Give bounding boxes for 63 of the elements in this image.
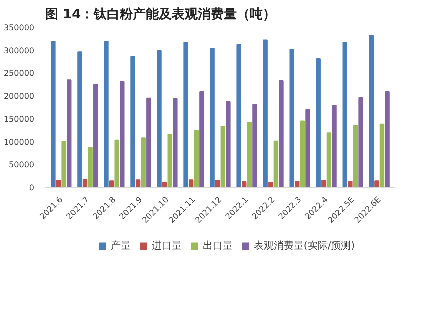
bar [109, 180, 114, 188]
bar [358, 97, 364, 188]
y-tick-label: 150000 [4, 114, 35, 124]
bar [385, 91, 390, 188]
bar [188, 180, 194, 188]
bar [322, 180, 326, 188]
bar [236, 44, 242, 188]
bar [316, 58, 321, 188]
bar [220, 126, 226, 188]
bar [295, 181, 300, 188]
bar [210, 48, 215, 188]
chart-title: 图 14：钛白粉产能及表观消费量（吨） [46, 6, 276, 22]
bar [114, 140, 120, 188]
bar [88, 147, 93, 188]
y-tick-label: 0 [29, 184, 35, 192]
bar [263, 40, 268, 188]
bar [326, 132, 332, 188]
bar [173, 98, 178, 188]
bar [348, 181, 353, 188]
bar [104, 41, 109, 188]
bar [120, 81, 125, 188]
bar [300, 120, 306, 188]
y-tick-label: 300000 [4, 46, 35, 56]
y-tick-label: 350000 [4, 24, 35, 32]
y-tick-label: 250000 [4, 69, 35, 78]
bar [157, 50, 162, 188]
bar [380, 124, 385, 188]
bar [94, 84, 98, 188]
bar [226, 102, 231, 188]
y-tick-label: 100000 [4, 138, 35, 147]
bar [242, 182, 247, 188]
legend-label: 表观消费量(实际/预测) [254, 240, 356, 253]
bar [194, 130, 199, 188]
bar [141, 138, 146, 188]
bar [369, 35, 374, 188]
bar [252, 104, 258, 188]
bar [374, 180, 380, 188]
bar [56, 180, 62, 188]
bar [215, 180, 220, 188]
bar [168, 134, 172, 188]
y-tick-label: 200000 [4, 92, 35, 102]
legend-label: 产量 [110, 240, 131, 253]
bar [290, 48, 294, 188]
bar [274, 140, 279, 188]
bar [279, 80, 284, 188]
bar [184, 42, 188, 188]
bar [67, 80, 72, 188]
bar [146, 98, 152, 188]
bar [200, 91, 204, 188]
bar [78, 52, 82, 188]
y-tick-label: 50000 [9, 160, 35, 170]
bar [130, 56, 136, 188]
bar [51, 41, 56, 188]
bar [342, 42, 348, 188]
legend-label: 出口量 [202, 240, 233, 253]
bar [136, 180, 141, 188]
bar [247, 122, 252, 188]
bar [306, 109, 310, 188]
bar [332, 105, 337, 188]
legend-label: 进口量 [152, 240, 182, 253]
bar [353, 125, 358, 188]
bar [82, 179, 88, 188]
bar [62, 141, 66, 188]
